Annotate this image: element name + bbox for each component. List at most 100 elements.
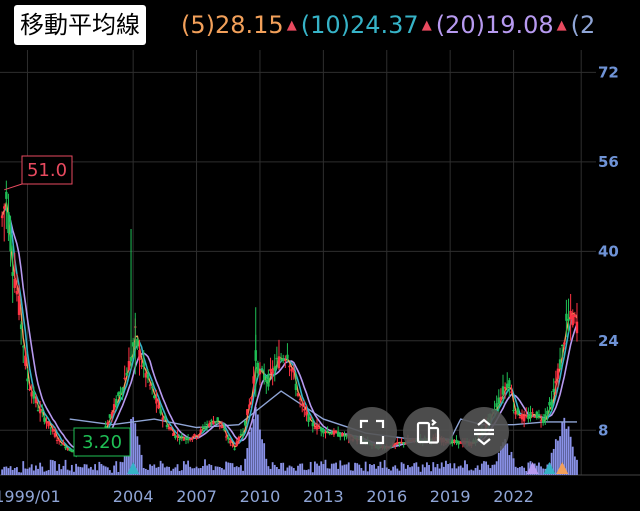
volume-bar — [185, 464, 187, 475]
candle-body — [22, 346, 25, 348]
volume-bar — [447, 464, 449, 475]
volume-bar — [499, 446, 502, 475]
candle-body — [457, 440, 460, 445]
candle-body — [520, 413, 524, 420]
candle-body — [112, 404, 116, 410]
x-tick-label: 2013 — [303, 487, 344, 506]
volume-bar — [489, 468, 492, 475]
candle-body — [275, 357, 279, 360]
volume-bar — [288, 465, 291, 475]
candle-body — [495, 403, 498, 408]
candle-body — [265, 380, 268, 382]
volume-bar — [170, 470, 173, 475]
candle-body — [68, 448, 71, 452]
volume-bar — [73, 471, 75, 475]
candle-body — [195, 437, 198, 439]
volume-bar — [51, 460, 54, 475]
volume-bar — [320, 461, 323, 475]
volume-bar — [109, 470, 111, 475]
volume-bar — [240, 465, 242, 475]
volume-bar — [523, 467, 526, 475]
candle-body — [55, 439, 59, 441]
volume-bar — [417, 466, 420, 475]
expand-vertical-icon — [474, 418, 494, 446]
volume-bar — [428, 465, 430, 475]
volume-bar — [542, 468, 545, 475]
candle-body — [201, 426, 205, 429]
candle-body — [51, 429, 55, 432]
candle-body — [172, 433, 175, 436]
candle-body — [282, 358, 285, 361]
candle-body — [402, 442, 405, 444]
volume-bar — [504, 439, 507, 475]
volume-bar — [11, 469, 14, 475]
ma-legend-value: (20)19.08 — [435, 11, 554, 39]
volume-bar — [142, 467, 145, 475]
candle-body — [49, 427, 52, 429]
volume-bar — [379, 461, 382, 475]
annotation-leader — [4, 183, 23, 191]
volume-bar — [352, 470, 354, 475]
candle-body — [11, 272, 14, 276]
candle-body — [453, 440, 456, 442]
fullscreen-button[interactable] — [347, 407, 397, 457]
volume-bar — [290, 466, 293, 475]
volume-bar — [303, 469, 306, 475]
volume-bar — [284, 470, 287, 475]
candle-body — [189, 438, 192, 441]
candle-body — [535, 411, 539, 419]
volume-bar — [98, 461, 101, 475]
volume-bar — [535, 465, 538, 475]
volume-bar — [123, 452, 126, 475]
candle-body — [544, 414, 547, 418]
volume-bar — [151, 465, 154, 475]
volume-bar — [453, 463, 456, 475]
candle-body — [497, 397, 500, 405]
volume-bar — [189, 466, 192, 475]
volume-bar — [411, 466, 414, 475]
volume-bar — [442, 466, 445, 475]
candle-body — [258, 370, 262, 375]
rotate-screen-button[interactable] — [403, 407, 453, 457]
candle-body — [231, 444, 234, 446]
volume-bar — [337, 468, 340, 475]
volume-bar — [195, 466, 198, 475]
candle-body — [205, 423, 209, 426]
candle-body — [503, 386, 507, 389]
volume-bar — [383, 460, 386, 475]
candle-body — [191, 438, 194, 440]
volume-bar — [563, 417, 566, 475]
candle-body — [210, 420, 213, 422]
volume-bar — [168, 466, 170, 475]
volume-bar — [576, 459, 578, 475]
candle-body — [178, 438, 181, 440]
candle-body — [0, 215, 4, 219]
volume-bar — [214, 466, 217, 475]
candle-body — [64, 446, 67, 449]
candle-body — [9, 234, 12, 252]
volume-bar — [480, 463, 483, 475]
volume-bar — [345, 464, 348, 475]
candle-body — [248, 404, 251, 408]
volume-bar — [400, 462, 403, 475]
axis-labels: 8 24 40 56 72 1999/01 2004 2007 2010 2013 2016 2019… — [0, 63, 619, 506]
candle-body — [222, 428, 226, 430]
candle-body — [106, 422, 109, 425]
candle-body — [330, 433, 334, 435]
volume-bar — [261, 439, 263, 475]
candle-body — [341, 432, 344, 436]
indicator-title-badge[interactable]: 移動平均線 — [14, 5, 146, 45]
volume-bar — [485, 461, 487, 475]
candle-body — [174, 435, 177, 439]
chart-header: 移動平均線 (5)28.15 ▲ (10)24.37 ▲ (20)19.08 ▲ (2 — [0, 0, 640, 50]
volume-bar — [571, 446, 574, 475]
volume-bar — [221, 467, 223, 475]
volume-bar — [402, 463, 405, 475]
volume-bar — [470, 469, 473, 475]
volume-bar — [407, 465, 409, 475]
candle-body — [546, 410, 549, 415]
candle-body — [273, 366, 276, 371]
volume-bar — [250, 427, 253, 475]
expand-vertical-button[interactable] — [459, 407, 509, 457]
volume-bar — [254, 406, 257, 475]
